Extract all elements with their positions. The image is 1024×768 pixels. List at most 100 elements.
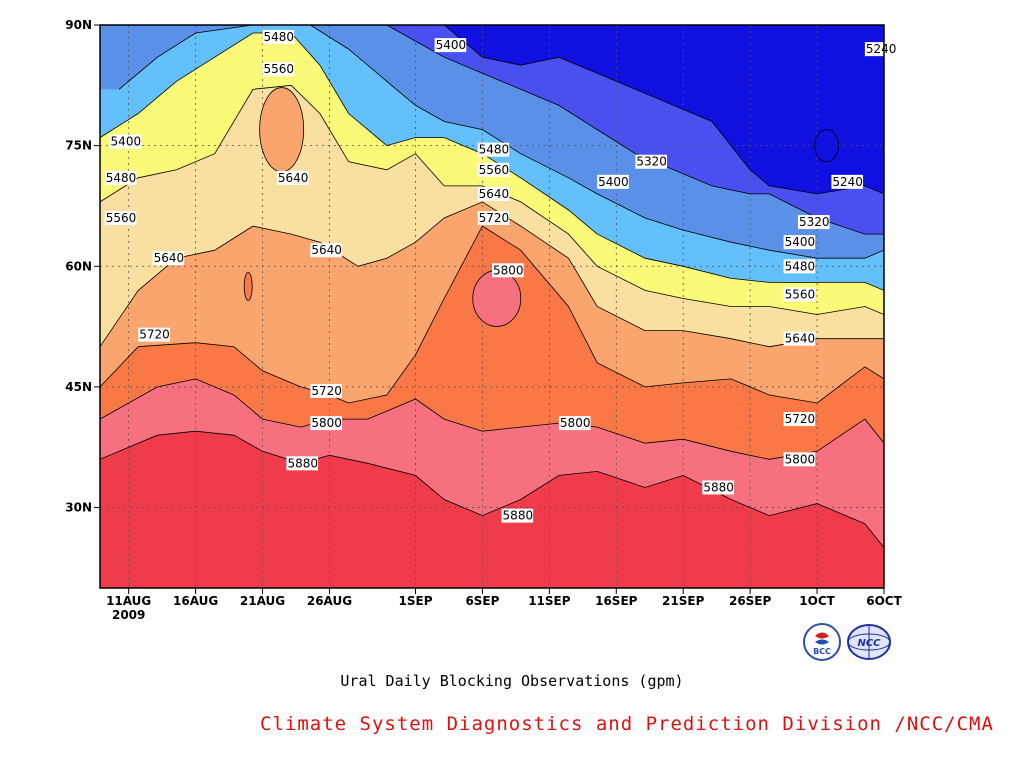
contour-line-5240 xyxy=(443,25,884,195)
contour-label-text: 5560 xyxy=(264,62,295,76)
closed-contour-5240 xyxy=(814,129,840,163)
y-tick-label: 45N xyxy=(65,380,92,394)
contour-line-5720 xyxy=(100,225,884,404)
contour-label-bg xyxy=(104,211,137,226)
contour-label-text: 5240 xyxy=(866,42,897,56)
contour-line-5640 xyxy=(100,201,884,348)
contour-label-bg xyxy=(104,170,137,185)
band-5880 xyxy=(100,431,884,588)
x-tick-sublabel: 2009 xyxy=(112,608,145,622)
contour-label: 5480 xyxy=(262,30,295,45)
contour-label: 5560 xyxy=(477,162,510,177)
contour-label-text: 5560 xyxy=(479,163,510,177)
contour-label-text: 5240 xyxy=(832,175,863,189)
contour-label: 5400 xyxy=(109,134,142,149)
contour-line-5880 xyxy=(100,430,884,549)
x-tick-label: 21AUG xyxy=(240,594,285,608)
contour-label: 5240 xyxy=(831,174,864,189)
contour-label: 5640 xyxy=(152,251,185,266)
contour-label-bg xyxy=(831,174,864,189)
contour-label: 5560 xyxy=(262,62,295,77)
contour-label-text: 5560 xyxy=(785,287,816,301)
contour-label-bg xyxy=(434,38,467,53)
contour-label-bg xyxy=(109,134,142,149)
contour-label-bg xyxy=(783,259,816,274)
contour-label: 5320 xyxy=(635,154,668,169)
contour-label-text: 5400 xyxy=(598,175,629,189)
contour-label-bg xyxy=(310,243,342,258)
contour-line-5320 xyxy=(386,25,884,235)
contour-label: 5720 xyxy=(138,327,170,342)
contour-label-text: 5480 xyxy=(264,30,295,44)
contour-label: 5560 xyxy=(104,211,137,226)
contour-label-text: 5640 xyxy=(154,251,185,265)
contour-lines xyxy=(100,25,884,549)
contour-label-text: 5560 xyxy=(106,211,137,225)
ncc-logo-icon: NCC xyxy=(846,622,892,662)
contour-label-bg xyxy=(783,287,816,302)
y-axis: 90N 75N 60N 45N 30N xyxy=(65,18,100,515)
contour-label: 5400 xyxy=(783,235,816,250)
contour-label-text: 5720 xyxy=(479,211,510,225)
contour-label-bg xyxy=(864,42,897,57)
contour-label-bg xyxy=(477,211,510,226)
contour-label: 5800 xyxy=(783,452,816,467)
y-tick-label: 30N xyxy=(65,501,92,515)
plot-frame xyxy=(99,24,885,589)
contour-line-5480 xyxy=(100,32,884,291)
x-tick-label: 1SEP xyxy=(399,594,433,608)
contour-label: 5640 xyxy=(276,170,309,185)
contour-label: 5480 xyxy=(477,142,510,157)
closed-contour-5720 xyxy=(243,271,253,301)
contour-label-bg xyxy=(262,62,295,77)
bcc-logo-text: BCC xyxy=(813,647,831,656)
contour-label: 5880 xyxy=(702,480,734,495)
x-tick-label: 26AUG xyxy=(307,594,352,608)
contour-label-bg xyxy=(286,456,319,471)
contour-label: 5480 xyxy=(783,259,816,274)
contour-label-bg xyxy=(310,383,342,398)
contour-line-5560 xyxy=(100,84,884,315)
y-tick-label: 60N xyxy=(65,259,92,273)
contour-label-text: 5400 xyxy=(436,38,467,52)
contour-label-text: 5640 xyxy=(311,243,342,257)
contour-label-bg xyxy=(597,174,629,189)
contour-label: 5560 xyxy=(783,287,816,302)
contour-label-text: 5640 xyxy=(278,171,309,185)
contour-label-text: 5400 xyxy=(111,135,142,149)
contour-label-bg xyxy=(558,416,591,431)
contour-fills xyxy=(100,25,884,588)
contour-label-text: 5640 xyxy=(785,332,816,346)
contour-label: 5720 xyxy=(477,211,510,226)
contour-label: 5720 xyxy=(310,383,342,398)
contour-label-text: 5880 xyxy=(503,509,534,523)
contour-label-bg xyxy=(783,452,816,467)
contour-label-bg xyxy=(477,142,510,157)
x-tick-label: 16SEP xyxy=(595,594,638,608)
contour-label: 5400 xyxy=(434,38,467,53)
contour-label: 5880 xyxy=(501,509,534,523)
contour-label-text: 5800 xyxy=(785,452,816,466)
contour-label: 5400 xyxy=(597,174,629,189)
closed-contour-5640 xyxy=(259,87,305,172)
contour-label-text: 5880 xyxy=(287,456,318,470)
contour-label-bg xyxy=(783,412,816,427)
contour-label-bg xyxy=(783,235,816,250)
contour-label-bg xyxy=(783,331,816,346)
contour-label-text: 5480 xyxy=(106,171,137,185)
contour-label: 5640 xyxy=(783,331,816,346)
x-tick-label: 1OCT xyxy=(799,594,835,608)
contour-line-5400 xyxy=(118,25,884,259)
y-tick-label: 75N xyxy=(65,139,92,153)
contour-labels: 5480 5400 5240 5560 5400 5480 5640 5480 5320 5560… xyxy=(104,30,897,523)
x-tick-label: 26SEP xyxy=(729,594,772,608)
contour-label-bg xyxy=(492,263,524,278)
contour-label-bg xyxy=(635,154,668,169)
contour-label-bg xyxy=(477,162,510,177)
x-tick-label: 11AUG xyxy=(106,594,151,608)
contour-label-text: 5320 xyxy=(799,215,830,229)
contour-label-text: 5480 xyxy=(785,259,816,273)
contour-label-text: 5720 xyxy=(139,328,170,342)
contour-label: 5800 xyxy=(492,263,524,278)
